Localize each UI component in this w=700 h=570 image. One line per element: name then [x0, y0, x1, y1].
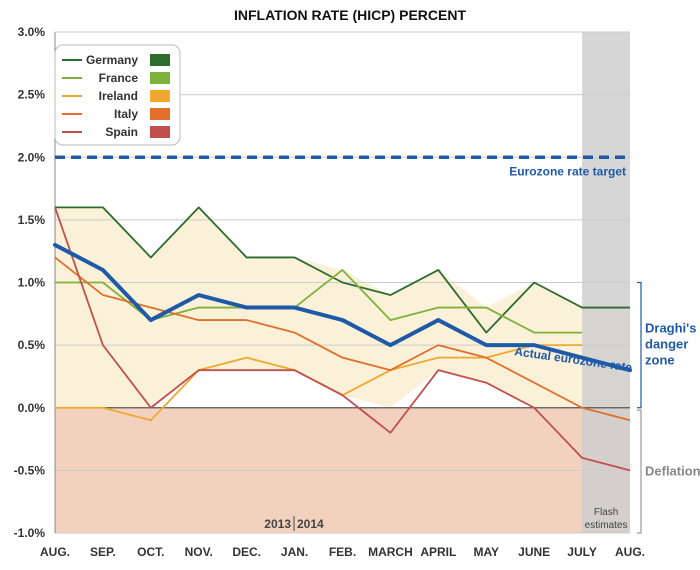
legend: Germany France Ireland Italy Spain	[54, 44, 181, 146]
legend-swatch-ireland	[150, 90, 170, 102]
y-tick-label: 1.0%	[18, 276, 46, 290]
x-tick-label: SEP.	[90, 545, 116, 559]
x-tick-label: AUG.	[615, 545, 645, 559]
flash-label-1: Flash	[594, 507, 618, 518]
deflation-bracket	[637, 409, 642, 534]
series-layer	[53, 155, 632, 472]
x-tick-label: APRIL	[420, 545, 456, 559]
flash-label-2: estimates	[585, 520, 628, 531]
danger-zone-label: danger	[645, 337, 688, 352]
year-label-2014: 2014	[297, 517, 324, 531]
legend-swatch-germany	[150, 54, 170, 66]
x-tick-label: JAN.	[281, 545, 308, 559]
legend-swatch-france	[150, 72, 170, 84]
series-line-germany	[55, 206, 630, 334]
series-line-italy	[54, 256, 631, 422]
danger-zone-bracket	[637, 281, 642, 409]
legend-swatch-italy	[150, 108, 170, 120]
chart-title: INFLATION RATE (HICP) PERCENT	[234, 7, 466, 23]
y-tick-label: 0.5%	[18, 338, 46, 352]
legend-label-spain: Spain	[105, 125, 138, 139]
x-tick-label: OCT.	[137, 545, 164, 559]
danger-zone-label: Draghi's	[645, 321, 697, 336]
legend-box	[54, 44, 181, 146]
legend-label-italy: Italy	[114, 107, 138, 121]
y-tick-label: 2.5%	[18, 88, 46, 102]
x-tick-label: NOV.	[185, 545, 213, 559]
deflation-label: Deflation	[645, 463, 700, 478]
target-label: Eurozone rate target	[509, 164, 626, 178]
x-tick-label: MAY	[473, 545, 499, 559]
year-label-2013: 2013	[264, 517, 291, 531]
legend-label-france: France	[99, 71, 139, 85]
series-line-spain	[54, 207, 631, 472]
y-tick-label: 2.0%	[18, 150, 46, 164]
y-tick-label: 1.5%	[18, 213, 46, 227]
x-tick-label: JUNE	[518, 545, 550, 559]
legend-label-germany: Germany	[86, 53, 138, 67]
y-tick-label: -1.0%	[14, 526, 46, 540]
legend-label-ireland: Ireland	[99, 89, 138, 103]
y-tick-label: -0.5%	[14, 463, 46, 477]
x-tick-label: AUG.	[40, 545, 70, 559]
danger-zone-label: zone	[645, 353, 675, 368]
series-line-eurozone	[53, 242, 632, 373]
grid-layer: 3.0% 2.5% 2.0% 1.5% 1.0% 0.5% 0.0% -0.5% -1.0% AU…	[14, 25, 645, 559]
x-tick-label: MARCH	[368, 545, 413, 559]
x-tick-label: FEB.	[329, 545, 356, 559]
x-tick-label: JULY	[567, 545, 597, 559]
y-tick-label: 0.0%	[18, 401, 46, 415]
x-tick-label: DEC.	[232, 545, 261, 559]
legend-swatch-spain	[150, 126, 170, 138]
y-tick-label: 3.0%	[18, 25, 46, 39]
